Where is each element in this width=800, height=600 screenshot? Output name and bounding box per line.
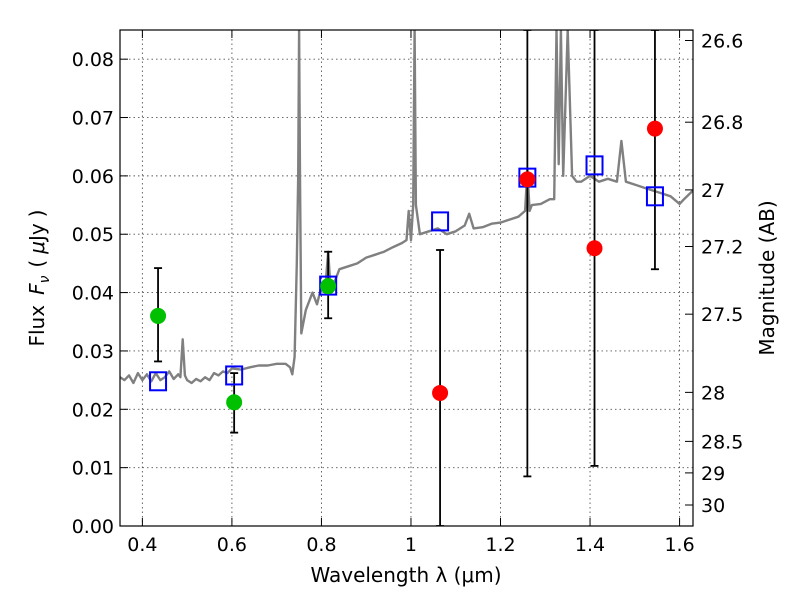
spectrum-series — [120, 30, 693, 385]
right-tick-label: 27.2 — [701, 236, 743, 258]
x-axis-ticks: 0.4 0.6 0.8 1 1.2 1.4 1.6 — [127, 30, 695, 556]
right-tick-label: 29 — [701, 463, 725, 485]
y-tick-label: 0.06 — [72, 166, 114, 188]
y-tick-label: 0.08 — [72, 49, 114, 71]
model-point — [645, 186, 664, 207]
right-tick-label: 26.8 — [701, 112, 743, 134]
photometry-points — [150, 120, 663, 411]
x-tick-label: 0.8 — [306, 534, 336, 556]
grid — [120, 30, 693, 527]
plot-frame — [119, 29, 694, 527]
nondetection-point — [586, 240, 603, 257]
x-tick-label: 1 — [405, 534, 417, 556]
right-tick-label: 28 — [701, 382, 725, 404]
model-series — [149, 155, 664, 392]
model-point — [225, 365, 244, 386]
x-tick-label: 1.6 — [664, 534, 694, 556]
y-tick-label: 0.07 — [72, 108, 114, 130]
x-tick-label: 0.4 — [127, 534, 157, 556]
detected-point — [150, 307, 167, 324]
detected-point — [320, 278, 337, 295]
right-axis-ticks: 26.6 26.8 27 27.2 27.5 28 28.5 29 30 — [685, 31, 743, 517]
model-point — [431, 211, 450, 232]
detected-point — [226, 394, 243, 411]
right-tick-label: 26.6 — [701, 31, 743, 53]
y-tick-label: 0.05 — [72, 224, 114, 246]
x-axis-label: Wavelength λ (μm) — [310, 563, 501, 587]
nondetection-point — [519, 171, 536, 188]
y-tick-label: 0.02 — [72, 399, 114, 421]
model-point — [319, 275, 338, 296]
spectrum-line — [120, 30, 693, 385]
y-axis-label: FluxFν(μJy) — [25, 209, 53, 346]
nondetection-point — [432, 384, 449, 401]
y-tick-label: 0.00 — [72, 516, 114, 538]
model-point — [149, 371, 168, 392]
y-tick-label: 0.03 — [72, 341, 114, 363]
right-tick-label: 27.5 — [701, 304, 743, 326]
y-tick-label: 0.04 — [72, 283, 114, 305]
right-tick-label: 27 — [701, 180, 725, 202]
x-tick-label: 1.4 — [575, 534, 605, 556]
x-tick-label: 1.2 — [485, 534, 515, 556]
right-axis-label: Magnitude (AB) — [755, 200, 779, 355]
x-tick-label: 0.6 — [217, 534, 247, 556]
y-tick-label: 0.01 — [72, 458, 114, 480]
nondetection-point — [646, 120, 663, 137]
plot-background — [120, 30, 693, 526]
right-tick-label: 28.5 — [701, 431, 743, 453]
model-point — [585, 155, 604, 176]
y-axis-ticks: 0.00 0.01 0.02 0.03 0.04 0.05 0.06 0.07 0.08 — [72, 49, 128, 538]
right-tick-label: 30 — [701, 495, 725, 517]
